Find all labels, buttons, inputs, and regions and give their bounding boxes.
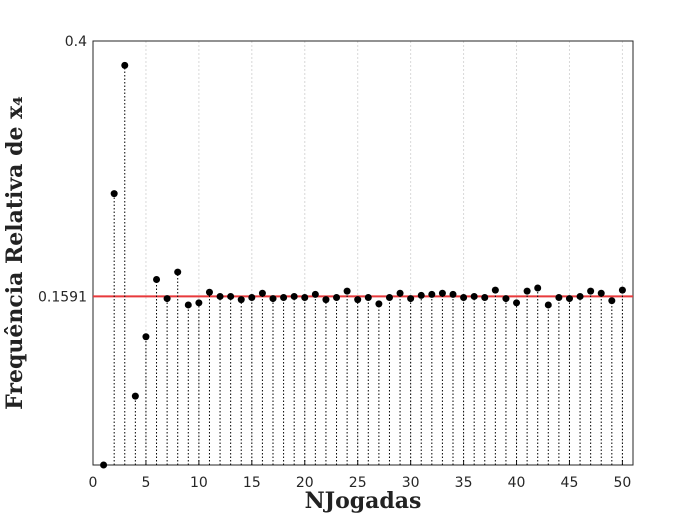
stem-marker [301, 294, 309, 302]
x-tick-label: 15 [243, 475, 261, 491]
stem-marker [565, 295, 573, 303]
x-tick-label: 25 [349, 475, 367, 491]
stem-marker [163, 295, 171, 303]
x-tick-label: 10 [190, 475, 208, 491]
stem-marker [481, 294, 489, 302]
stem-marker [555, 294, 563, 302]
plot-area [93, 41, 633, 465]
stem-marker [174, 268, 182, 276]
stem-marker [597, 289, 605, 297]
stem-marker [513, 299, 521, 307]
x-tick-label: 50 [613, 475, 631, 491]
stem-marker [184, 301, 192, 309]
stem-marker [576, 292, 584, 300]
x-tick-label: 40 [508, 475, 526, 491]
stem-marker [205, 288, 213, 296]
stem-marker [333, 294, 341, 302]
axes-frame [92, 40, 634, 466]
stem-marker [396, 289, 404, 297]
x-tick-label: 5 [141, 475, 150, 491]
stem-marker [142, 333, 150, 341]
stem-marker [258, 289, 266, 297]
stem-marker [227, 292, 235, 300]
stem-marker [534, 284, 542, 292]
stem-marker [491, 286, 499, 294]
x-tick-label: 20 [296, 475, 314, 491]
x-tick-label: 30 [402, 475, 420, 491]
stem-marker [290, 292, 298, 300]
x-tick-label: 0 [89, 475, 98, 491]
stem-marker [502, 295, 510, 303]
stem-marker [322, 296, 330, 304]
x-tick-label: 35 [455, 475, 473, 491]
y-tick-label: 0.1591 [38, 289, 87, 305]
stem-marker [375, 300, 383, 308]
stem-marker [216, 292, 224, 300]
stem-marker [428, 290, 436, 298]
stem-marker [364, 294, 372, 302]
stem-marker [280, 294, 288, 302]
stem-marker [153, 276, 161, 283]
stem-marker [248, 294, 256, 302]
stem-marker [618, 286, 626, 294]
x-axis-label: NJogadas [305, 488, 422, 514]
stem-marker [269, 295, 277, 303]
stem-marker [608, 297, 616, 305]
stem-marker [407, 295, 415, 303]
stem-marker [343, 287, 351, 295]
stem-marker [470, 292, 478, 300]
stem-marker [385, 294, 393, 302]
stem-marker [523, 287, 531, 295]
x-tick-label: 45 [561, 475, 579, 491]
stem-marker [587, 287, 595, 295]
stem-marker [131, 392, 139, 400]
stem-marker [110, 190, 118, 198]
stem-marker [544, 301, 552, 309]
stem-marker [449, 290, 457, 298]
stem-marker [311, 290, 319, 298]
stem-marker [195, 299, 203, 307]
stem-marker [417, 291, 425, 299]
y-axis-label: Frequência Relativa de x₄ [2, 96, 28, 410]
stem-marker [438, 289, 446, 297]
stem-marker [100, 461, 108, 469]
y-tick-label: 0.4 [65, 34, 87, 50]
stem-marker [121, 61, 129, 69]
stem-marker [237, 296, 245, 304]
stem-marker [354, 296, 362, 304]
stem-marker [460, 294, 468, 302]
